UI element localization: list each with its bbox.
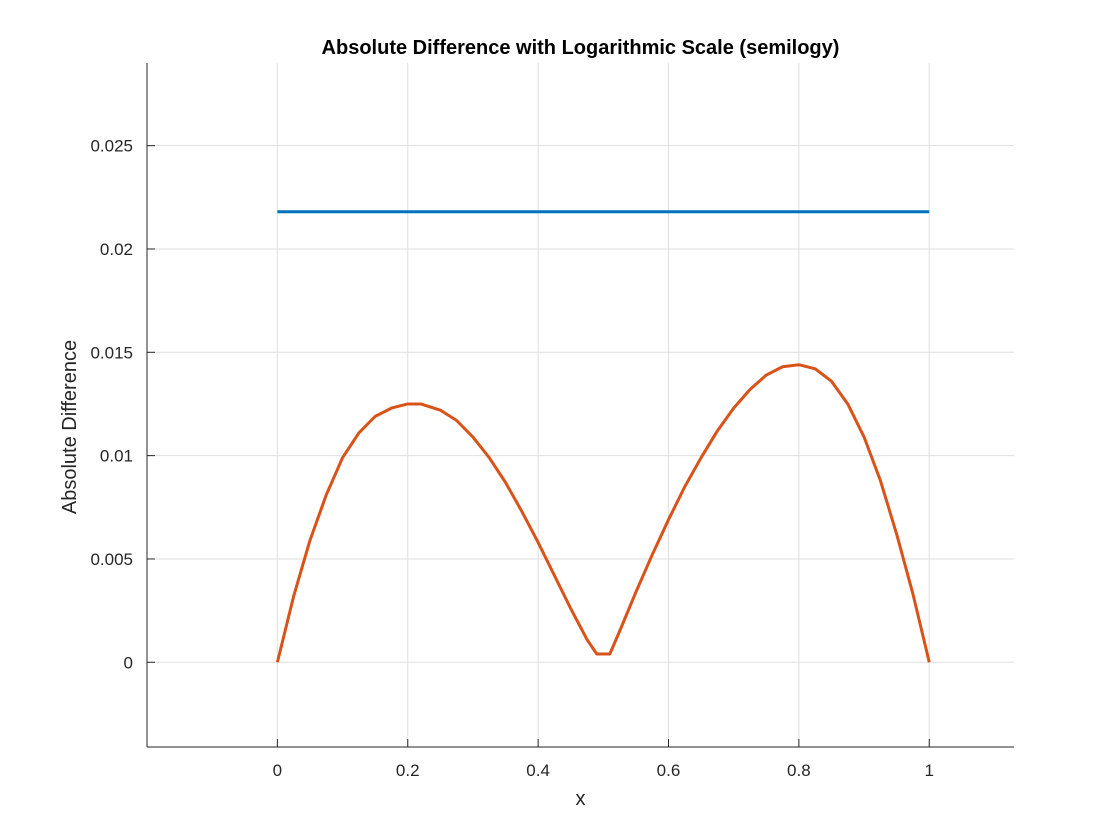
x-tick-label-2: 0.4 — [526, 761, 550, 780]
y-tick-label-5: 0.025 — [90, 137, 133, 156]
y-tick-label-3: 0.015 — [90, 343, 133, 362]
x-tick-label-4: 0.8 — [787, 761, 811, 780]
series-lines — [275, 210, 931, 663]
x-tick-label-1: 0.2 — [396, 761, 420, 780]
x-tick-label-5: 1 — [925, 761, 934, 780]
grid — [147, 63, 1014, 747]
series-line-1 — [275, 363, 931, 663]
y-tick-label-2: 0.01 — [100, 447, 133, 466]
tick-labels: 0 0.2 0.4 0.6 0.8 1 0 0.005 0.01 0.015 0.02 0.025 — [90, 137, 934, 780]
x-tick-label-0: 0 — [273, 761, 282, 780]
y-tick-label-0: 0 — [124, 653, 133, 672]
y-tick-label-1: 0.005 — [90, 550, 133, 569]
chart-title: Absolute Difference with Logarithmic Sca… — [322, 37, 840, 59]
plot-area — [147, 63, 1014, 747]
y-axis-label: Absolute Difference — [59, 340, 81, 514]
x-tick-label-3: 0.6 — [657, 761, 681, 780]
y-tick-label-4: 0.02 — [100, 240, 133, 259]
x-axis-label: x — [576, 788, 586, 810]
axes — [146, 63, 1014, 748]
